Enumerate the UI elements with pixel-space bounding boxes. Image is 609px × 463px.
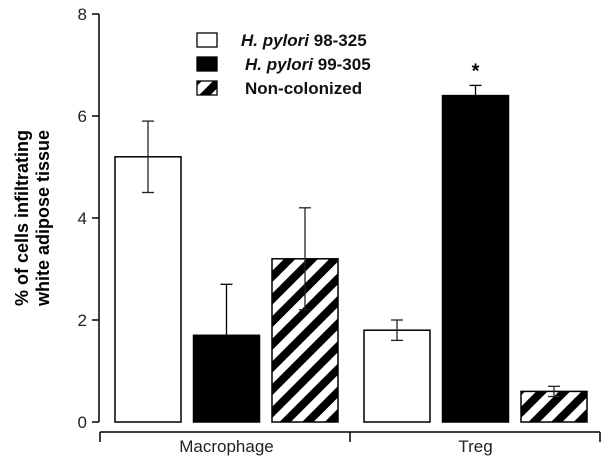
bar-98-325-treg — [363, 329, 431, 423]
legend-label: H. pylori 98-325 — [241, 31, 367, 50]
legend-label: H. pylori 99-305 — [245, 55, 371, 74]
x-category-label: Macrophage — [179, 437, 274, 456]
bar-99-305-treg — [441, 94, 510, 423]
significance-asterisk: * — [472, 60, 480, 82]
legend-label-text: 99-305 — [313, 55, 371, 74]
y-tick-label: 6 — [78, 107, 87, 126]
legend-label-italic: H. pylori — [245, 55, 314, 74]
y-tick-label: 2 — [78, 311, 87, 330]
bar-98-325-macrophage — [114, 156, 182, 423]
legend-swatch — [196, 32, 218, 48]
y-tick-label: 4 — [78, 209, 87, 228]
bar-99-305-macrophage — [192, 334, 261, 423]
y-tick-label: 8 — [78, 5, 87, 24]
legend-label-text: Non-colonized — [245, 79, 362, 98]
y-tick-label: 0 — [78, 413, 87, 432]
y-axis-title-line2: white adipose tissue — [33, 130, 53, 307]
legend-label: Non-colonized — [245, 79, 362, 98]
y-axis-title: % of cells infiltrating white adipose ti… — [12, 130, 53, 307]
legend-swatch — [196, 80, 218, 96]
x-category-label: Treg — [458, 437, 492, 456]
legend-label-text: 98-325 — [309, 31, 367, 50]
legend-label-italic: H. pylori — [241, 31, 310, 50]
y-axis-title-line1: % of cells infiltrating — [12, 130, 32, 306]
legend-swatch — [196, 56, 218, 72]
